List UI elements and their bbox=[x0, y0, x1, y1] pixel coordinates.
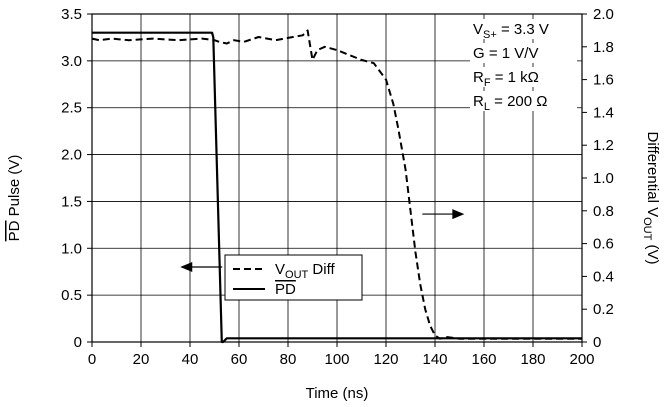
y-right-tick-label: 0.2 bbox=[593, 301, 614, 318]
y-left-tick-label: 3.5 bbox=[61, 6, 82, 23]
x-axis-label: Time (ns) bbox=[306, 385, 369, 402]
condition-line: VS+ = 3.3 V bbox=[473, 21, 549, 41]
label-subscript: F bbox=[484, 77, 491, 89]
y-right-tick-label: 0 bbox=[593, 334, 601, 351]
y-left-axis-label: PD Pulse (V) bbox=[6, 155, 23, 242]
y-right-tick-label: 0.6 bbox=[593, 236, 614, 253]
label-subscript: L bbox=[484, 101, 490, 113]
label-rest: Diff bbox=[308, 261, 335, 278]
arrow-head-left bbox=[180, 262, 193, 273]
condition-line: G = 1 V/V bbox=[473, 45, 538, 62]
condition-background bbox=[470, 67, 577, 87]
condition-background bbox=[470, 91, 577, 111]
y-right-tick-label: 1.8 bbox=[593, 39, 614, 56]
label-rest: = 1 kΩ bbox=[491, 69, 539, 86]
x-tick-label: 40 bbox=[182, 351, 199, 368]
y-left-tick-label: 2.0 bbox=[61, 147, 82, 164]
label-rest: = 3.3 V bbox=[497, 21, 549, 38]
x-tick-label: 160 bbox=[471, 351, 496, 368]
legend-label: VOUT Diff bbox=[275, 261, 335, 281]
legend-box bbox=[224, 254, 363, 301]
label-main: R bbox=[473, 93, 484, 110]
y-left-tick-label: 1.5 bbox=[61, 193, 82, 210]
y-right-tick-label: 2.0 bbox=[593, 6, 614, 23]
labels: Time (ns)PD Pulse (V) Differential VOUT (… bbox=[6, 131, 661, 402]
label-subscript: OUT bbox=[285, 269, 309, 281]
y-left-tick-label: 0.5 bbox=[61, 287, 82, 304]
y-left-label-overbar: PD bbox=[6, 220, 23, 241]
x-tick-label: 140 bbox=[422, 351, 447, 368]
label-main: G = 1 V/V bbox=[473, 45, 538, 62]
arrow-head-right bbox=[452, 209, 465, 220]
y-right-tick-label: 1.4 bbox=[593, 104, 614, 121]
label-main: V bbox=[473, 21, 483, 38]
condition-background bbox=[470, 43, 577, 63]
label-rest: = 200 Ω bbox=[490, 93, 548, 110]
axis-arrows bbox=[180, 209, 465, 273]
label-main: V bbox=[275, 261, 285, 278]
condition-background bbox=[470, 19, 577, 39]
condition-line: RL = 200 Ω bbox=[473, 93, 547, 113]
y-left-label-rest: Pulse (V) bbox=[6, 155, 23, 221]
y-right-tick-label: 1.0 bbox=[593, 170, 614, 187]
y-right-label-subscript: OUT bbox=[641, 217, 653, 241]
y-right-axis-label: Differential VOUT (V) bbox=[641, 131, 661, 264]
y-right-label-main: Differential V bbox=[644, 131, 661, 217]
ticks: 0 20 40 60 80 100 120 140 160 180 20000.51.01.52.0… bbox=[61, 6, 614, 368]
x-tick-label: 80 bbox=[280, 351, 297, 368]
condition-line: RF = 1 kΩ bbox=[473, 69, 539, 89]
x-tick-label: 60 bbox=[231, 351, 248, 368]
y-right-tick-label: 0.8 bbox=[593, 203, 614, 220]
y-right-tick-label: 1.6 bbox=[593, 72, 614, 89]
x-tick-label: 100 bbox=[324, 351, 349, 368]
series-vout_diff bbox=[91, 29, 582, 340]
y-left-tick-label: 0 bbox=[74, 334, 82, 351]
y-right-tick-label: 0.4 bbox=[593, 268, 614, 285]
x-tick-label: 180 bbox=[520, 351, 545, 368]
x-tick-label: 20 bbox=[133, 351, 150, 368]
y-left-tick-label: 1.0 bbox=[61, 240, 82, 257]
y-left-tick-label: 2.5 bbox=[61, 100, 82, 117]
y-right-label-unit: (V) bbox=[644, 240, 661, 264]
legend-label: PD bbox=[275, 281, 296, 298]
y-right-tick-label: 1.2 bbox=[593, 137, 614, 154]
x-tick-label: 200 bbox=[569, 351, 594, 368]
label-main: R bbox=[473, 69, 484, 86]
x-tick-label: 120 bbox=[373, 351, 398, 368]
y-left-tick-label: 3.0 bbox=[61, 53, 82, 70]
x-tick-label: 0 bbox=[88, 351, 96, 368]
label-subscript: S+ bbox=[483, 29, 497, 41]
